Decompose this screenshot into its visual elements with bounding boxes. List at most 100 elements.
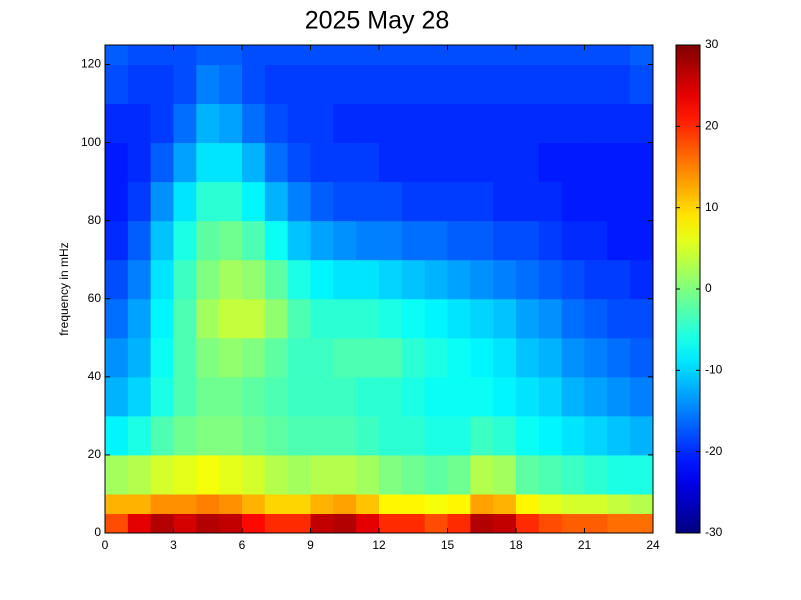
heatmap-cell: [264, 181, 289, 222]
colorbar-tick-label: -30: [705, 525, 723, 539]
heatmap-cell: [470, 493, 494, 514]
heatmap-cell: [150, 142, 174, 183]
heatmap-cell: [379, 259, 403, 300]
heatmap-cell: [333, 454, 357, 495]
heatmap-cell: [538, 220, 563, 261]
heatmap-cell: [150, 181, 174, 222]
heatmap-cell: [424, 454, 448, 495]
heatmap-cell: [127, 142, 152, 183]
heatmap-cell: [242, 298, 266, 339]
heatmap-cell: [196, 454, 220, 495]
y-tick-label: 60: [88, 291, 102, 305]
heatmap-cell: [150, 64, 174, 105]
heatmap-cell: [538, 415, 563, 456]
heatmap-cell: [310, 513, 334, 534]
heatmap-cell: [447, 142, 471, 183]
heatmap-cell: [333, 513, 357, 534]
heatmap-cell: [538, 181, 563, 222]
heatmap: [105, 45, 654, 534]
heatmap-cell: [219, 376, 243, 417]
heatmap-cell: [401, 454, 426, 495]
heatmap-cell: [333, 103, 357, 144]
heatmap-cell: [310, 376, 334, 417]
heatmap-cell: [493, 103, 517, 144]
heatmap-cell: [150, 259, 174, 300]
heatmap-cell: [173, 181, 197, 222]
heatmap-cell: [379, 181, 403, 222]
heatmap-cell: [493, 259, 517, 300]
heatmap-cell: [561, 415, 585, 456]
y-tick-label: 20: [88, 447, 102, 461]
heatmap-cell: [356, 181, 380, 222]
chart-title: 2025 May 28: [305, 7, 450, 35]
heatmap-cell: [470, 142, 494, 183]
heatmap-cell: [516, 259, 540, 300]
heatmap-cell: [584, 337, 608, 378]
heatmap-cell: [333, 259, 357, 300]
heatmap-cell: [401, 45, 426, 66]
heatmap-cell: [242, 64, 266, 105]
heatmap-cell: [630, 415, 654, 456]
heatmap-cell: [516, 142, 540, 183]
heatmap-cell: [493, 493, 517, 514]
heatmap-cell: [470, 337, 494, 378]
heatmap-cell: [584, 493, 608, 514]
heatmap-cell: [356, 45, 380, 66]
heatmap-cell: [401, 181, 426, 222]
heatmap-cell: [561, 103, 585, 144]
heatmap-cell: [630, 493, 654, 514]
heatmap-cell: [470, 513, 494, 534]
heatmap-cell: [630, 64, 654, 105]
heatmap-cell: [264, 64, 289, 105]
colorbar-tick-label: 10: [705, 200, 719, 214]
heatmap-cell: [516, 376, 540, 417]
heatmap-cell: [424, 337, 448, 378]
heatmap-cell: [264, 259, 289, 300]
heatmap-cell: [538, 64, 563, 105]
heatmap-cell: [493, 220, 517, 261]
heatmap-cell: [264, 415, 289, 456]
heatmap-cell: [356, 415, 380, 456]
heatmap-cell: [470, 454, 494, 495]
heatmap-cell: [242, 337, 266, 378]
heatmap-cell: [538, 376, 563, 417]
heatmap-cell: [356, 337, 380, 378]
heatmap-cell: [561, 259, 585, 300]
heatmap-cell: [470, 376, 494, 417]
heatmap-cell: [424, 64, 448, 105]
heatmap-cell: [584, 454, 608, 495]
heatmap-cell: [333, 220, 357, 261]
heatmap-cell: [287, 513, 311, 534]
x-tick-label: 24: [646, 538, 660, 552]
heatmap-cell: [516, 493, 540, 514]
heatmap-cell: [538, 298, 563, 339]
heatmap-cell: [630, 337, 654, 378]
heatmap-cell: [242, 415, 266, 456]
heatmap-cell: [424, 103, 448, 144]
heatmap-cell: [196, 415, 220, 456]
heatmap-cell: [630, 142, 654, 183]
heatmap-cell: [356, 376, 380, 417]
heatmap-cell: [584, 415, 608, 456]
heatmap-cell: [630, 181, 654, 222]
x-tick-label: 0: [102, 538, 109, 552]
heatmap-cell: [470, 259, 494, 300]
heatmap-cell: [493, 142, 517, 183]
heatmap-cell: [287, 337, 311, 378]
heatmap-cell: [607, 259, 631, 300]
heatmap-cell: [379, 337, 403, 378]
heatmap-cell: [561, 513, 585, 534]
heatmap-cell: [310, 298, 334, 339]
heatmap-cell: [424, 181, 448, 222]
heatmap-cell: [105, 45, 129, 66]
heatmap-cell: [173, 513, 197, 534]
heatmap-cell: [447, 45, 471, 66]
heatmap-cell: [584, 513, 608, 534]
heatmap-cell: [356, 142, 380, 183]
heatmap-cell: [105, 181, 129, 222]
heatmap-cell: [310, 181, 334, 222]
heatmap-cell: [424, 45, 448, 66]
heatmap-cell: [447, 181, 471, 222]
heatmap-cell: [105, 376, 129, 417]
heatmap-cell: [127, 376, 152, 417]
